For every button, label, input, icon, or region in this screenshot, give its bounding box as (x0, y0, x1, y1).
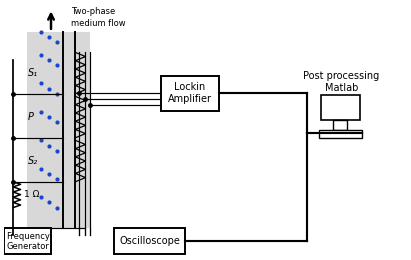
Text: S₁: S₁ (28, 68, 38, 78)
Text: Post processing
Matlab: Post processing Matlab (303, 71, 379, 93)
Bar (114, 228, 185, 254)
Bar (333, 120, 347, 130)
Bar (27, 32, 90, 228)
Text: Two-phase
medium flow: Two-phase medium flow (71, 8, 126, 28)
Text: 1 Ω: 1 Ω (24, 190, 39, 199)
Text: P: P (28, 112, 34, 122)
Text: S₂: S₂ (28, 156, 38, 166)
Text: Lockin
Amplifier: Lockin Amplifier (168, 82, 212, 104)
Text: Frequency
Generator: Frequency Generator (6, 231, 50, 251)
Bar (5, 228, 51, 254)
Bar (161, 76, 219, 110)
Text: Oscilloscope: Oscilloscope (119, 236, 180, 246)
Bar (319, 130, 362, 138)
Bar (321, 95, 360, 120)
